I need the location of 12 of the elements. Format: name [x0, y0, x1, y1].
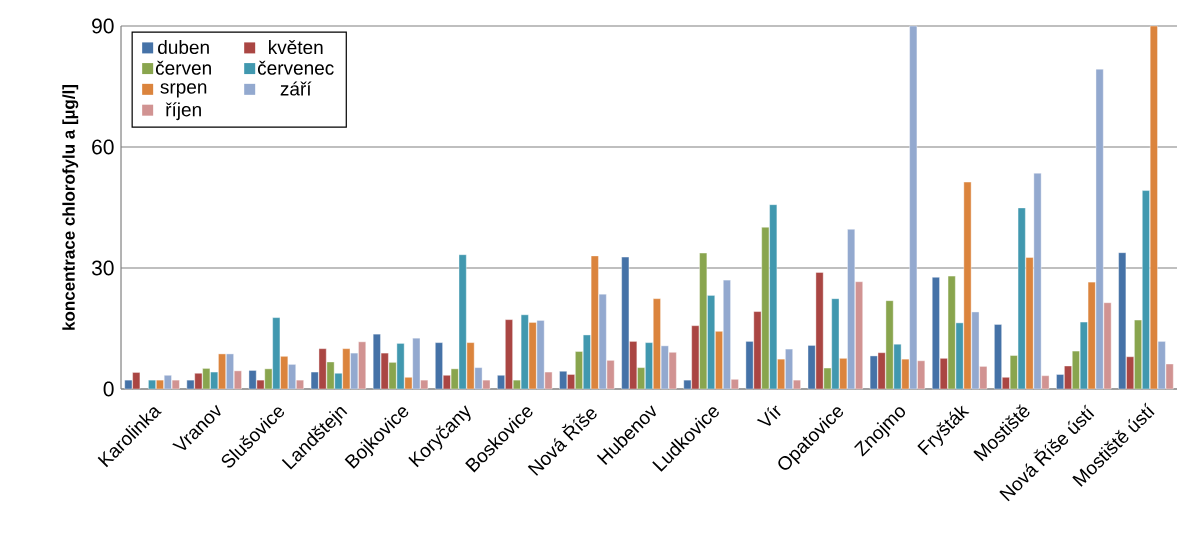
y-tick-label: 30 — [91, 260, 114, 276]
y-axis-title: koncentrace chlorofylu a [µg/l] — [62, 85, 79, 330]
legend-label: červenec — [257, 60, 334, 75]
legend-label: květen — [269, 40, 323, 55]
legend-label: duben — [158, 40, 209, 55]
y-tick-label: 60 — [92, 139, 114, 155]
legend-label: září — [280, 81, 312, 96]
legend-label: srpen — [160, 83, 207, 98]
y-tick-label: 0 — [103, 381, 114, 397]
y-tick-label: 90 — [92, 18, 114, 34]
legend-label: říjen — [165, 102, 201, 121]
legend-label: červen — [155, 60, 211, 75]
